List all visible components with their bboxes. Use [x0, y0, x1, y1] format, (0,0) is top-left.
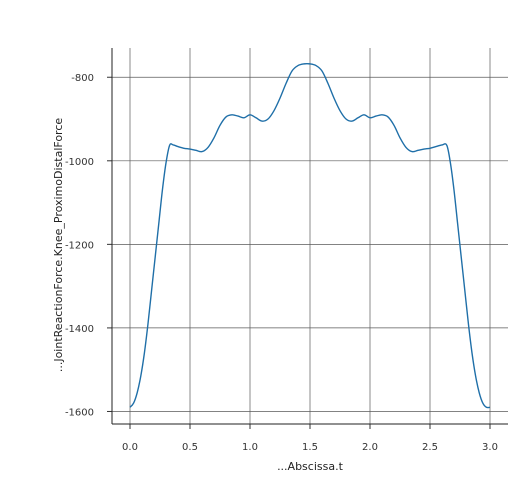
- series-group: [129, 62, 491, 409]
- y-tick-label: -1600: [65, 407, 94, 418]
- y-tick-label: -800: [71, 73, 94, 84]
- x-tick-label: 0.0: [122, 442, 138, 453]
- x-tick-label: 3.0: [482, 442, 498, 453]
- y-axis-label: ...JointReactionForce.Knee_ProximoDistal…: [52, 118, 65, 373]
- series-line: [129, 62, 491, 409]
- y-tick-label: -1000: [65, 157, 94, 168]
- x-tick-label: 0.5: [182, 442, 198, 453]
- y-tick-label: -1200: [65, 240, 94, 251]
- x-tick-label: 1.0: [242, 442, 258, 453]
- axes: 0.0 0.5 1.0 1.5 2.0 2.5 3.0 -1600 -1400 -1200 -100…: [65, 48, 508, 453]
- x-axis-label: ...Abscissa.t: [277, 460, 344, 473]
- x-tick-label: 1.5: [302, 442, 318, 453]
- grid: [112, 48, 508, 424]
- x-tick-label: 2.0: [362, 442, 378, 453]
- labels: ...Abscissa.t ...JointReactionForce.Knee…: [52, 118, 344, 473]
- y-tick-label: -1400: [65, 324, 94, 335]
- x-tick-label: 2.5: [422, 442, 438, 453]
